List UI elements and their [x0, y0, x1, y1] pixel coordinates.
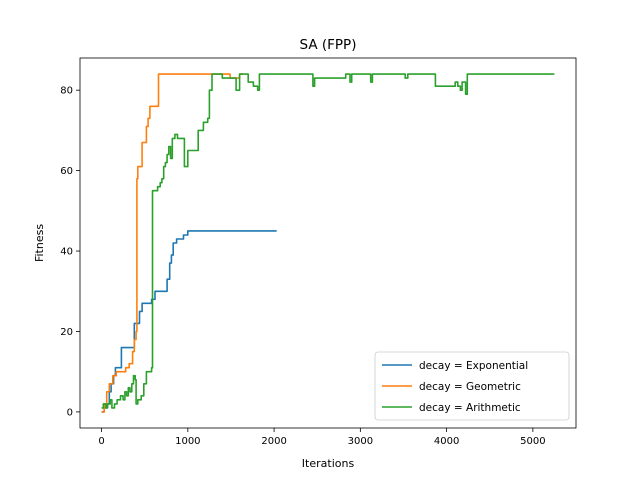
legend-label-geometric: decay = Geometric: [419, 381, 521, 393]
series-line-arithmetic: [101, 73, 555, 409]
y-tick-label: 80: [60, 86, 73, 97]
x-tick-label: 2000: [261, 436, 286, 447]
x-tick-label: 1000: [175, 436, 200, 447]
x-tick-label: 4000: [434, 436, 459, 447]
legend-label-exponential: decay = Exponential: [419, 360, 528, 372]
series-layer: [101, 73, 555, 413]
y-tick-label: 40: [60, 247, 73, 258]
y-axis-label: Fitness: [33, 224, 46, 262]
legend-label-arithmetic: decay = Arithmetic: [419, 402, 521, 414]
y-tick-label: 0: [67, 407, 73, 418]
ticks-layer: 0 1000 2000 3000 4000 5000 0 20 40 60 80: [60, 86, 545, 447]
chart-title: SA (FPP): [300, 37, 357, 53]
y-tick-label: 60: [60, 166, 73, 177]
x-tick-label: 3000: [348, 436, 373, 447]
series-line-exponential: [101, 230, 277, 413]
x-tick-label: 5000: [520, 436, 545, 447]
x-axis-label: Iterations: [302, 457, 355, 470]
x-tick-label: 0: [98, 436, 104, 447]
plot-frame: [79, 57, 577, 429]
legend-box: [374, 351, 570, 421]
y-tick-label: 20: [60, 327, 73, 338]
series-line-geometric: [101, 73, 243, 413]
legend: decay = Exponential decay = Geometric de…: [374, 351, 570, 421]
